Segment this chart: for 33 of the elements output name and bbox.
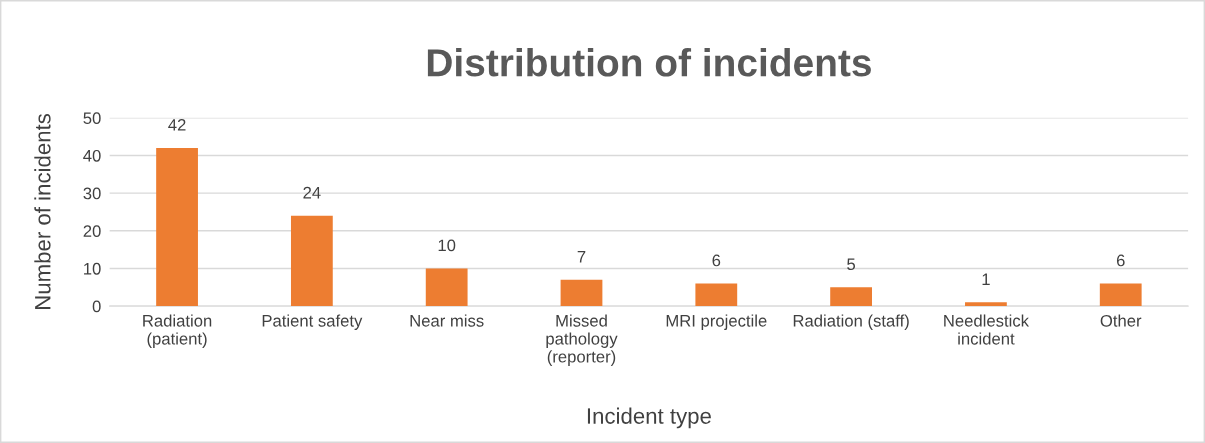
x-tick-label: Near miss bbox=[410, 314, 484, 327]
bar bbox=[830, 287, 872, 307]
data-label: 6 bbox=[1116, 254, 1125, 267]
data-label: 10 bbox=[438, 239, 456, 252]
x-tick-label: Radiation (patient) bbox=[143, 314, 212, 348]
data-label: 24 bbox=[303, 186, 321, 199]
x-tick-label: Missed pathology (reporter) bbox=[546, 314, 618, 366]
y-tick-label: 30 bbox=[83, 187, 101, 200]
bar bbox=[560, 279, 603, 307]
x-tick-label: Other bbox=[1100, 314, 1142, 327]
x-tick-label: Radiation (staff) bbox=[793, 314, 909, 330]
bar bbox=[156, 147, 198, 307]
bar bbox=[695, 283, 738, 307]
bar bbox=[1099, 283, 1142, 307]
data-label: 6 bbox=[712, 254, 721, 267]
data-label: 5 bbox=[847, 258, 856, 271]
data-label: 7 bbox=[577, 250, 586, 263]
x-tick-label: Needlestick incident bbox=[944, 314, 1030, 345]
bar bbox=[965, 302, 1007, 307]
x-tick-label: Patient safety bbox=[262, 314, 363, 330]
y-tick-label: 50 bbox=[83, 112, 101, 125]
chart-title: Distribution of incidents bbox=[427, 47, 871, 77]
data-label: 42 bbox=[168, 118, 186, 131]
y-axis-title: Number of incidents bbox=[34, 113, 51, 309]
x-axis-title: Incident type bbox=[587, 407, 711, 429]
y-tick-label: 10 bbox=[84, 262, 101, 275]
bar bbox=[425, 268, 468, 307]
y-tick-label: 40 bbox=[83, 149, 101, 162]
y-tick-label: 20 bbox=[83, 225, 101, 238]
bar bbox=[290, 215, 333, 307]
x-tick-label: MRI projectile bbox=[666, 314, 767, 330]
y-tick-label: 0 bbox=[92, 300, 101, 313]
data-label: 1 bbox=[982, 273, 990, 285]
